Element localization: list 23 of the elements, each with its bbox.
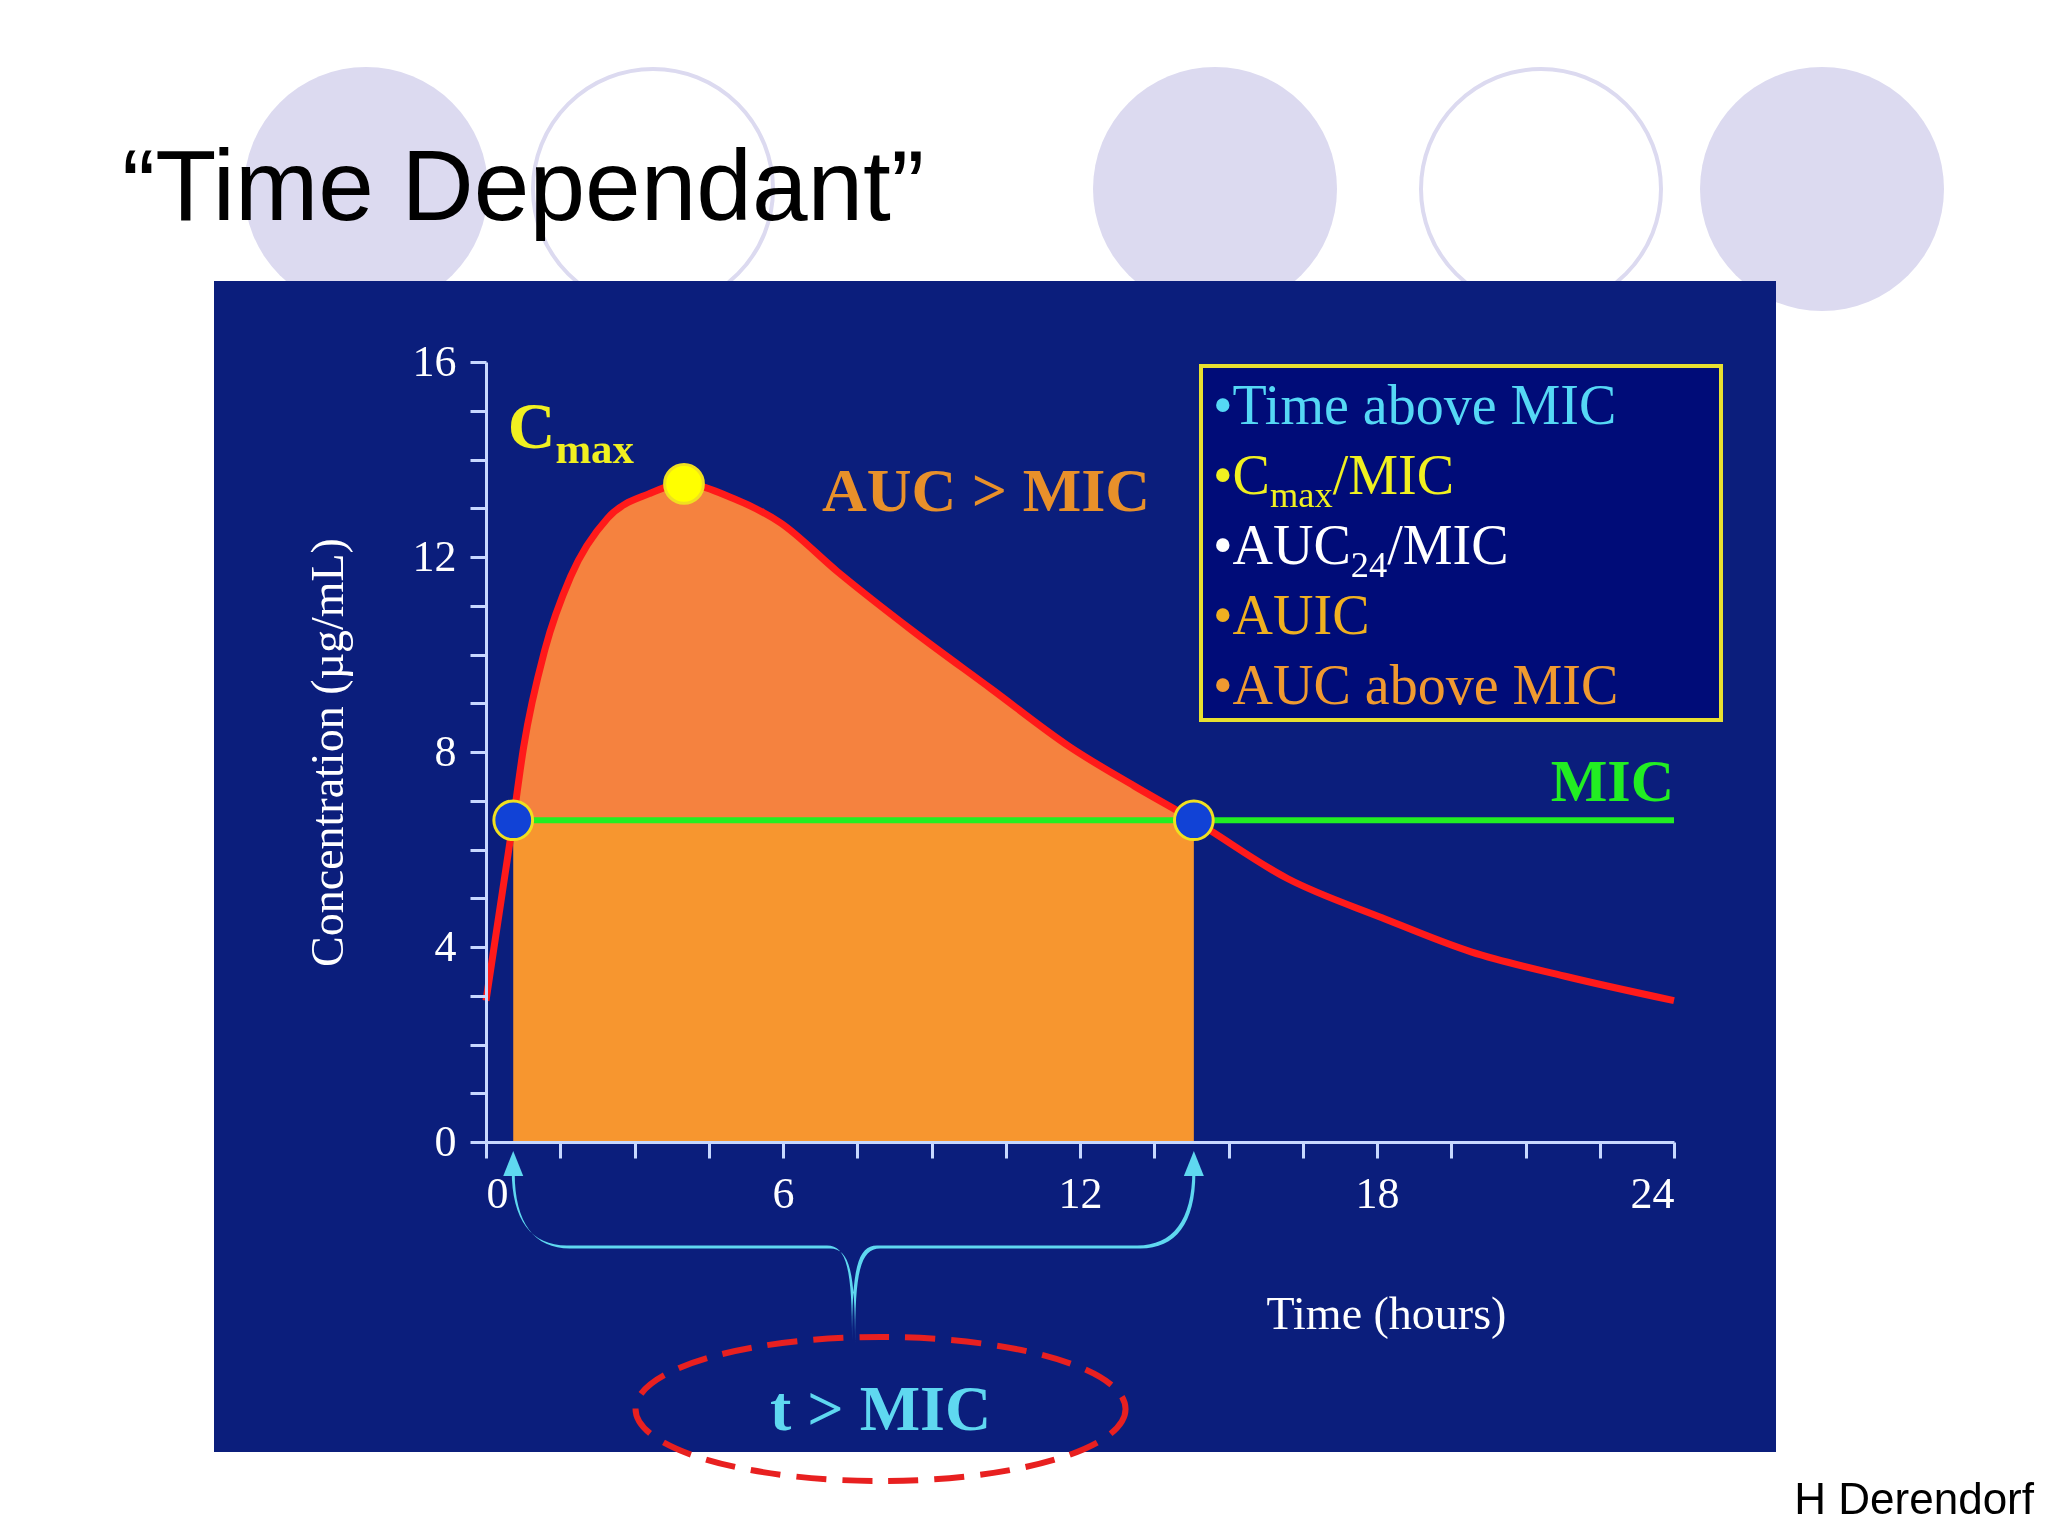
annotation: AUC > MIC [822,455,1151,526]
text: H Derendorf [1794,1474,2034,1524]
annotation: •AUIC [1213,583,1371,648]
y-tick-label: 8 [434,726,457,776]
x-tick-label: 18 [1355,1168,1400,1218]
y-tick-label: 16 [412,336,457,386]
x-tick-label: 12 [1058,1168,1103,1218]
x-tick-label: 6 [772,1168,795,1218]
annotation: C$_{max}$ [507,387,634,472]
y-tick-label: 12 [412,531,457,581]
annotation: •AUC above MIC [1213,653,1620,718]
annotation: •C$_{max}$/MIC [1213,443,1455,515]
x-tick-label: 0 [486,1168,509,1218]
y-tick-label: 4 [434,921,457,971]
y-tick-label: 0 [434,1116,457,1166]
x-axis-title: Time (hours) [1266,1287,1507,1339]
chart-title: “Time Dependant” [122,128,925,243]
series-label: MIC [1550,748,1674,815]
text: t > MIC [769,1372,992,1446]
annotation: •AUC$_{24}$/MIC [1213,513,1510,585]
y-axis-title: Concentration (µg/mL) [301,538,353,967]
annotation: •Time above MIC [1213,373,1618,438]
x-tick-label: 24 [1630,1168,1675,1218]
